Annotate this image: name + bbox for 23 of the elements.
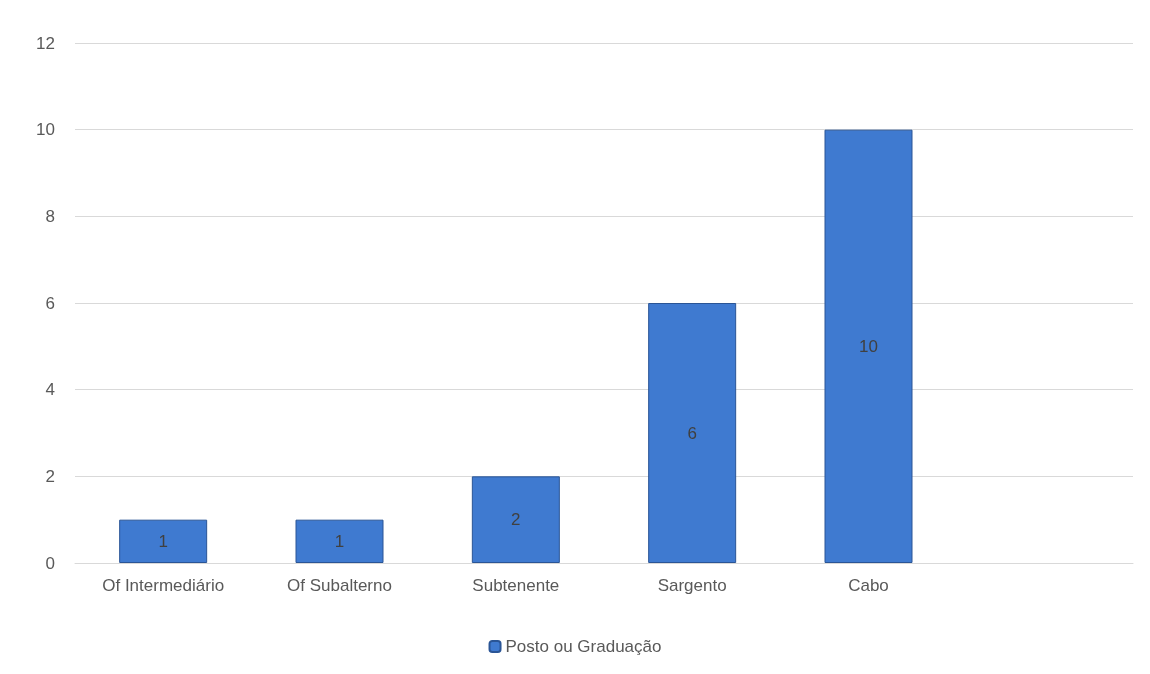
y-tick-label: 4 <box>45 380 55 400</box>
x-tick-label: Subtenente <box>472 576 560 595</box>
bar <box>648 303 737 563</box>
data-label: 6 <box>687 423 697 443</box>
bar <box>471 476 560 563</box>
x-tick-label: Of Intermediário <box>102 576 225 595</box>
bar <box>119 519 208 563</box>
y-tick-label: 2 <box>45 466 55 486</box>
y-tick-label: 10 <box>36 120 55 140</box>
y-tick-label: 0 <box>45 553 55 573</box>
legend-label: Posto ou Graduação <box>505 637 662 656</box>
data-label: 1 <box>158 531 168 551</box>
y-tick-label: 6 <box>45 293 55 313</box>
bar <box>824 129 913 563</box>
x-tick-label: Of Subalterno <box>287 576 392 595</box>
y-tick-label: 8 <box>45 206 55 226</box>
bar <box>295 519 384 563</box>
y-tick-label: 12 <box>36 33 55 53</box>
x-tick-label: Cabo <box>848 576 889 595</box>
x-tick-label: Sargento <box>657 576 727 595</box>
data-label: 1 <box>334 531 345 551</box>
data-label: 10 <box>859 336 878 356</box>
data-label: 2 <box>511 510 521 530</box>
